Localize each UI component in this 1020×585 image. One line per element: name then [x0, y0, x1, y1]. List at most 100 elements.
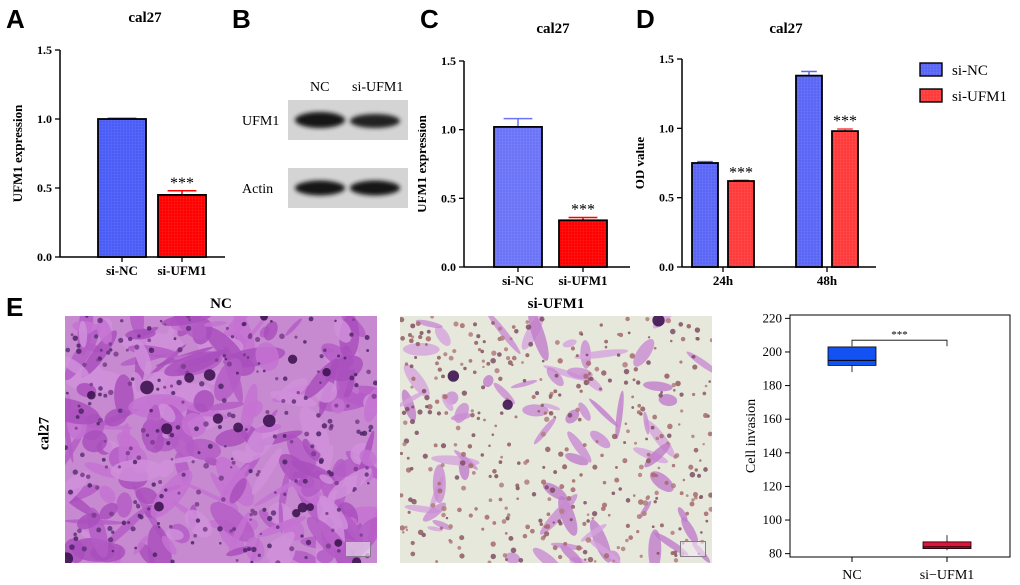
nucleus-dot [492, 469, 497, 474]
legend-label: si-UFM1 [952, 89, 1007, 105]
nucleus-dot [664, 480, 669, 486]
nucleus-dot [251, 546, 257, 553]
nucleus-dot [637, 472, 643, 478]
nucleus-dot [199, 381, 205, 387]
nucleus-dot [118, 337, 124, 343]
nucleus-dot [177, 347, 183, 353]
nucleus-dot [554, 340, 560, 345]
cell-blob [532, 547, 562, 563]
nucleus-dot [109, 348, 113, 352]
nucleus-dot [435, 560, 439, 563]
nucleus-dot [177, 491, 181, 495]
nucleus-dot [415, 341, 421, 347]
nucleus-dot [498, 326, 502, 331]
nucleus-dot [639, 554, 643, 558]
panel-letter-c: C [420, 4, 439, 34]
nucleus-dot [558, 521, 563, 526]
nucleus-dot [304, 555, 308, 560]
blot-col-label-si-ufm1: si-UFM1 [352, 80, 404, 95]
nucleus-dot [308, 316, 314, 322]
significance-label: *** [729, 164, 753, 181]
nucleus-dot [150, 439, 155, 445]
nucleus-dot [247, 547, 251, 552]
nucleus-dot [69, 544, 75, 550]
nucleus-dot [570, 346, 576, 351]
cell-blob [116, 492, 133, 518]
nucleus-dot [74, 426, 78, 430]
nucleus-dot [325, 543, 332, 549]
nucleus-dot [510, 547, 517, 554]
nucleus-dot [666, 433, 672, 438]
nucleus-dot [195, 518, 201, 523]
nucleus-dot [244, 428, 248, 432]
nucleus-dot [207, 443, 213, 449]
nucleus-dot [169, 524, 173, 529]
nucleus-dot [302, 478, 308, 484]
nucleus-dot [73, 532, 77, 537]
nucleus-dot [412, 500, 417, 505]
nucleus-dot [638, 499, 644, 505]
nucleus-dot [488, 474, 492, 479]
nucleus-dot [525, 524, 531, 530]
cell-blob [229, 478, 247, 504]
nucleus-dot [436, 355, 441, 360]
nucleus-dot [670, 483, 676, 489]
nucleus-dot [96, 358, 100, 362]
nucleus-dot [72, 335, 78, 341]
nucleus-dot [284, 410, 289, 415]
nucleus-dot [499, 335, 505, 341]
cell-blob [125, 328, 156, 340]
nucleus-dot [316, 431, 322, 437]
nucleus-dot [505, 558, 508, 562]
nucleus-dot [404, 525, 408, 529]
cell-blob [587, 538, 621, 563]
nucleus-dot [678, 527, 682, 531]
x-tick-label: si−UFM1 [920, 568, 975, 583]
cell-blob [263, 321, 278, 341]
nucleus-dot [270, 510, 277, 516]
dark-cell [65, 552, 74, 563]
cell-blob [653, 532, 689, 556]
nucleus-dot [76, 343, 81, 348]
nucleus-dot [480, 349, 485, 354]
nucleus-dot [449, 540, 453, 544]
nucleus-dot [417, 529, 424, 536]
cell-blob [185, 438, 222, 461]
nucleus-dot [468, 359, 473, 363]
nucleus-dot [689, 501, 695, 507]
cell-blob [65, 355, 90, 378]
nucleus-dot [136, 455, 142, 461]
y-tick-label: 0.0 [37, 250, 52, 264]
nucleus-dot [502, 553, 508, 558]
nucleus-dot [147, 507, 151, 511]
nucleus-dot [267, 543, 272, 549]
nucleus-dot [498, 376, 503, 381]
nucleus-dot [97, 317, 103, 324]
nucleus-dot [547, 497, 552, 502]
cell-blob [432, 520, 452, 530]
nucleus-dot [641, 510, 647, 517]
nucleus-dot [250, 560, 254, 563]
nucleus-dot [435, 361, 439, 366]
dark-cell [287, 354, 298, 364]
nucleus-dot [604, 339, 609, 344]
nucleus-dot [670, 328, 676, 335]
nucleus-dot [515, 483, 520, 488]
nucleus-dot [224, 357, 228, 361]
nucleus-dot [180, 363, 187, 370]
cell-blob [161, 316, 213, 327]
nucleus-dot [508, 535, 514, 541]
nucleus-dot [151, 482, 156, 487]
nucleus-dot [323, 348, 327, 353]
nucleus-dot [336, 507, 341, 512]
nucleus-dot [221, 398, 227, 403]
nucleus-dot [359, 533, 363, 537]
nucleus-dot [411, 405, 415, 409]
nucleus-dot [434, 399, 440, 404]
cell-blob [643, 381, 673, 392]
nucleus-dot [409, 364, 414, 369]
nucleus-dot [525, 324, 532, 330]
nucleus-dot [407, 510, 411, 514]
nucleus-dot [222, 354, 227, 358]
nucleus-dot [434, 376, 438, 380]
